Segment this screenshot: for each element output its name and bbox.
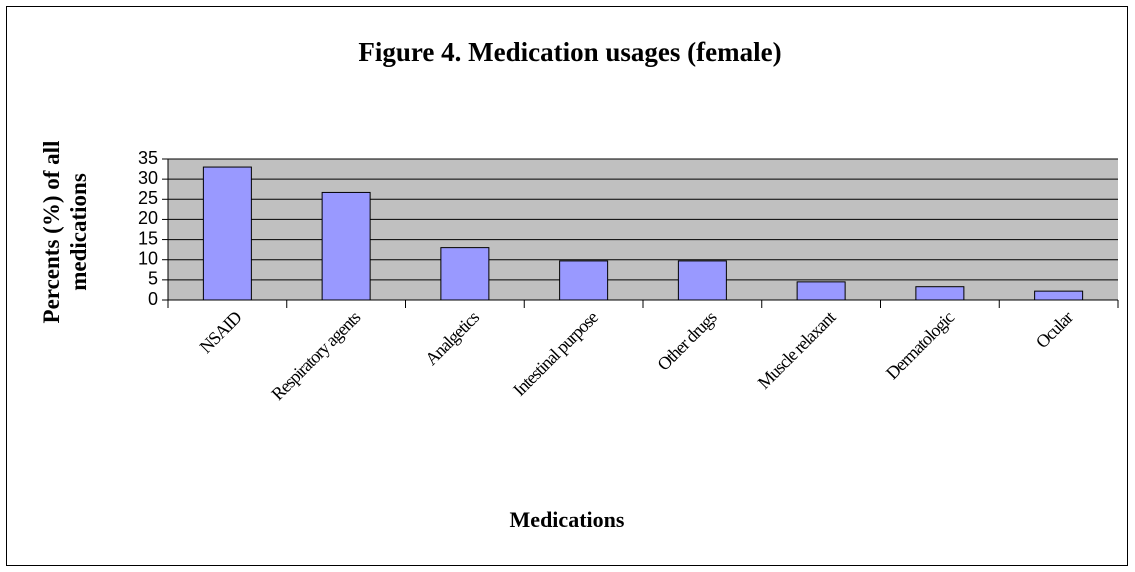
bar <box>1034 290 1084 301</box>
y-tick-label: 5 <box>148 269 158 289</box>
bar <box>559 260 609 301</box>
bar <box>440 247 490 301</box>
x-axis-label: Medications <box>510 507 625 532</box>
bar <box>202 166 252 301</box>
y-tick-label: 20 <box>138 208 158 228</box>
y-tick-label: 10 <box>138 248 158 268</box>
y-tick-label: 15 <box>138 228 158 248</box>
bar <box>915 286 965 301</box>
y-axis-label: Percents (%) of all medications <box>39 140 91 324</box>
y-tick-label: 30 <box>138 168 158 188</box>
chart-title: Figure 4. Medication usages (female) <box>358 37 781 67</box>
y-tick-label: 25 <box>138 188 158 208</box>
bar <box>796 281 846 301</box>
y-tick-label: 35 <box>138 148 158 168</box>
y-tick-label: 0 <box>148 289 158 309</box>
plot-area <box>168 159 1118 300</box>
bar <box>677 260 727 301</box>
bar <box>321 191 371 301</box>
